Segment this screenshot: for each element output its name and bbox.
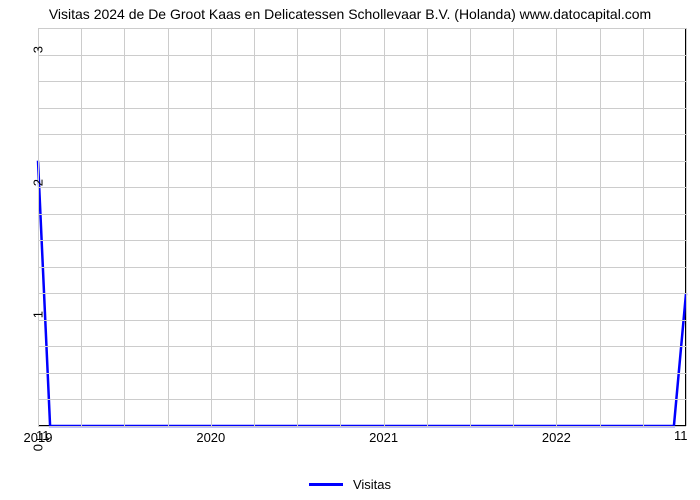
legend-swatch — [309, 483, 343, 486]
xtick-label: 2021 — [369, 426, 398, 445]
legend-label: Visitas — [353, 477, 391, 492]
gridline-h — [38, 293, 686, 294]
gridline-v — [297, 28, 298, 426]
gridline-v — [686, 28, 687, 426]
gridline-h — [38, 214, 686, 215]
gridline-v — [384, 28, 385, 426]
chart-wrapper: Visitas 2024 de De Groot Kaas en Delicat… — [0, 0, 700, 500]
gridline-v — [168, 28, 169, 426]
gridline-h — [38, 28, 686, 29]
gridline-h — [38, 373, 686, 374]
gridline-v — [470, 28, 471, 426]
gridline-v — [340, 28, 341, 426]
plot-area: 012320192020202120221111 — [38, 28, 686, 426]
gridline-h — [38, 399, 686, 400]
gridline-v — [513, 28, 514, 426]
ytick-label: 3 — [31, 28, 46, 53]
gridline-v — [211, 28, 212, 426]
gridline-h — [38, 134, 686, 135]
gridline-v — [81, 28, 82, 426]
gridline-h — [38, 81, 686, 82]
gridline-h — [38, 426, 686, 427]
gridline-v — [124, 28, 125, 426]
gridline-h — [38, 267, 686, 268]
gridline-h — [38, 187, 686, 188]
gridline-v — [643, 28, 644, 426]
gridline-h — [38, 320, 686, 321]
gridline-v — [556, 28, 557, 426]
chart-title: Visitas 2024 de De Groot Kaas en Delicat… — [0, 6, 700, 22]
gridline-h — [38, 161, 686, 162]
gridline-h — [38, 346, 686, 347]
ytick-label: 1 — [31, 293, 46, 318]
xtick-label: 2022 — [542, 426, 571, 445]
gridline-v — [254, 28, 255, 426]
gridline-h — [38, 240, 686, 241]
gridline-v — [427, 28, 428, 426]
end-label-left: 11 — [36, 428, 50, 443]
xtick-label: 2020 — [196, 426, 225, 445]
ytick-label: 2 — [31, 161, 46, 186]
gridline-v — [600, 28, 601, 426]
gridline-h — [38, 108, 686, 109]
line-series — [38, 28, 686, 426]
gridline-h — [38, 55, 686, 56]
legend: Visitas — [0, 477, 700, 492]
gridline-v — [38, 28, 39, 426]
end-label-right: 11 — [674, 428, 688, 443]
